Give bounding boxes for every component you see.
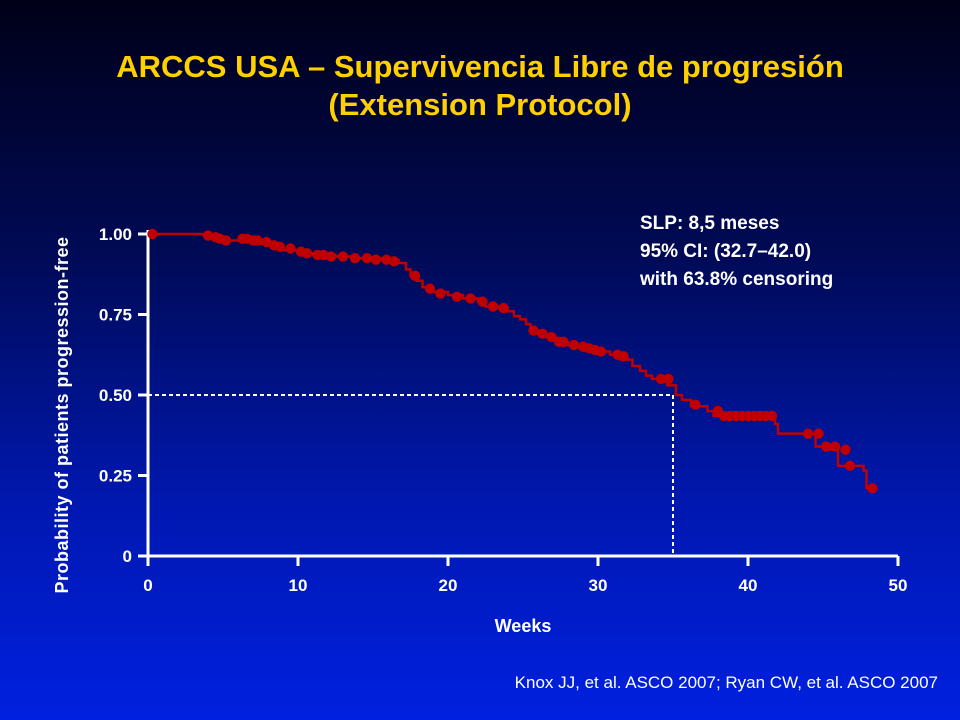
annotation-line-2: 95% CI: (32.7–42.0) [640,241,812,262]
censor-mark [568,339,580,351]
censor-mark [252,235,263,246]
censor-mark [820,441,832,452]
censor-mark [802,428,814,439]
censor-mark [844,460,856,472]
y-tick-label: 0 [123,547,132,566]
censor-mark [388,256,400,267]
censor-mark [618,351,629,362]
censor-mark [867,483,878,494]
censor-mark [498,302,509,314]
censor-mark [301,248,313,259]
censor-mark [147,228,158,240]
censor-mark [220,235,232,246]
censor-mark [537,328,548,340]
x-tick-label: 10 [289,576,308,595]
censor-mark [829,441,841,452]
censor-mark [370,254,382,265]
page-title: ARCCS USA – Supervivencia Libre de progr… [0,48,960,124]
x-tick-label: 50 [889,576,908,595]
censor-mark [528,325,539,336]
citation: Knox JJ, et al. ASCO 2007; Ryan CW, et a… [514,673,938,692]
censor-mark [840,444,851,455]
censor-mark [487,301,499,312]
y-tick-label: 0.75 [99,306,132,325]
censor-mark [349,252,361,264]
median-reference-line [148,394,674,556]
censor-mark [424,283,436,294]
censor-mark [663,373,674,385]
censor-mark [337,251,349,262]
censor-mark [546,331,557,343]
censor-mark [361,252,373,264]
censor-mark [325,251,337,262]
censor-mark [274,241,286,253]
x-tick-label: 0 [143,576,152,595]
annotation-line-1: SLP: 8,5 meses [640,213,780,234]
y-tick-label: 0.25 [99,467,132,486]
title-line-1: ARCCS USA – Supervivencia Libre de progr… [116,49,844,84]
censor-mark [465,293,476,304]
y-tick-label: 1.00 [99,225,132,244]
censor-mark [813,428,824,439]
annotation-line-3: with 63.8% censoring [640,269,834,290]
title-line-2: (Extension Protocol) [328,87,632,122]
censor-mark [690,399,701,410]
censor-mark [558,336,569,348]
x-axis-label: Weeks [495,616,552,636]
x-tick-label: 30 [589,576,608,595]
y-axis-label: Probability of patients progression-free [52,236,72,593]
censor-mark [477,296,488,307]
censor-mark [766,410,778,422]
censor-mark [285,243,296,254]
censor-mark [595,346,607,357]
censor-mark [435,288,446,299]
censor-mark [655,373,667,385]
censor-mark [409,270,421,282]
x-tick-label: 20 [439,576,458,595]
median-annotation: SLP: 8,5 meses 95% CI: (32.7–42.0) with … [640,210,833,294]
x-tick-label: 40 [739,576,758,595]
y-tick-label: 0.50 [99,386,132,405]
censor-mark [451,291,463,302]
